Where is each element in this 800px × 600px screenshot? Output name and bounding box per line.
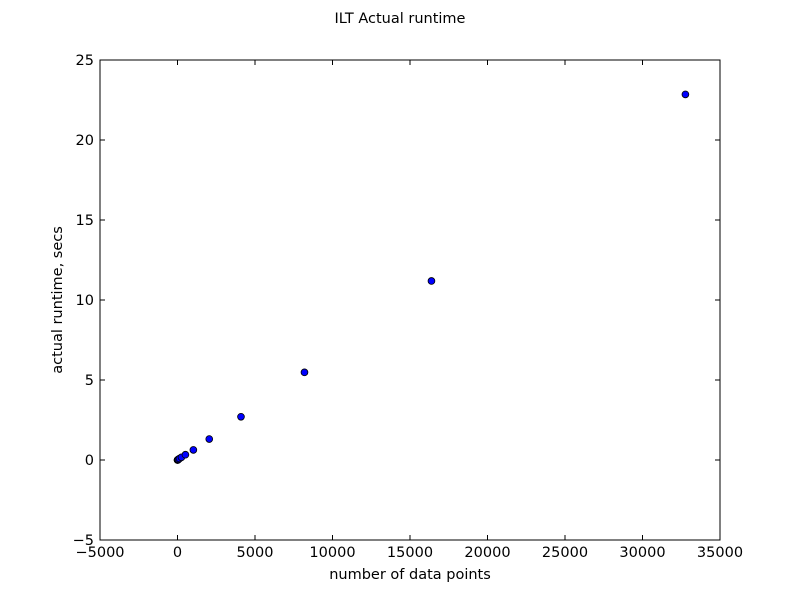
data-point (300, 368, 309, 377)
data-point (189, 446, 198, 454)
plot-frame (99, 59, 721, 541)
y-tick-label: 5 (85, 373, 94, 389)
y-tick-label: 10 (76, 293, 94, 309)
y-tick-label: 20 (76, 133, 94, 149)
data-point (681, 90, 690, 99)
tick-layer: −5000 0 5000 10000 15000 20000 25000 30000 35000… (73, 53, 743, 561)
x-tick-label: 10000 (309, 545, 355, 561)
data-point (237, 412, 245, 421)
y-tick-label: 0 (85, 453, 94, 469)
x-tick-label: 15000 (387, 545, 433, 561)
x-tick-label: 0 (173, 545, 182, 561)
chart-title: ILT Actual runtime (335, 11, 466, 27)
x-tick-label: 35000 (697, 545, 743, 561)
points-layer (173, 90, 690, 464)
y-tick-label: −5 (73, 533, 94, 549)
y-tick-label: 25 (76, 53, 94, 69)
y-axis-label: actual runtime, secs (50, 226, 66, 374)
x-tick-label: 30000 (619, 545, 665, 561)
x-tick-label: 20000 (464, 545, 510, 561)
data-point (205, 435, 214, 443)
y-tick-label: 15 (76, 213, 94, 229)
x-tick-label: 5000 (237, 545, 274, 561)
data-point (427, 277, 436, 285)
x-axis-label: number of data points (329, 567, 491, 583)
x-tick-label: −5000 (75, 545, 124, 561)
data-point (181, 450, 190, 459)
x-tick-label: 25000 (542, 545, 588, 561)
